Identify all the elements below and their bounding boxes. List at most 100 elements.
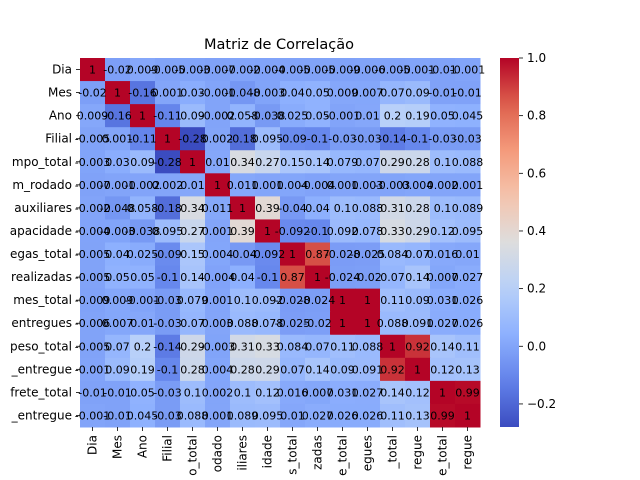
cell-annotation: 0.34 [230,156,255,169]
cell-annotation: 0.009 [327,87,359,100]
heatmap-cell [455,242,481,267]
x-tick-label: e_total [436,435,450,476]
heatmap-cell [305,58,331,82]
cell-annotation: -0.005 [300,64,335,77]
heatmap-cell [330,173,356,197]
cell-annotation: -0.005 [75,340,110,353]
heatmap-cell [280,288,306,313]
heatmap-cell [180,173,206,197]
cell-annotation: -0.005 [75,271,110,284]
cell-annotation: 1 [89,64,96,77]
heatmap-cell [305,127,331,151]
cell-annotation: 0.058 [227,110,259,123]
heatmap-cell [155,265,181,290]
heatmap-cell [205,357,231,382]
cell-annotation: 0.079 [177,294,209,307]
heatmap-cell [380,104,406,128]
cell-annotation: -0.001 [200,87,235,100]
cell-annotation: 0.12 [405,386,430,399]
heatmap-cell [305,242,331,267]
heatmap-cell [330,104,356,128]
heatmap-cell [355,104,381,128]
cell-annotation: 0.095 [252,409,284,422]
cell-annotation: 0.28 [405,202,430,215]
cell-annotation: 0.03 [180,87,205,100]
cell-annotation: -0.18 [228,133,256,146]
cell-annotation: -0.02 [353,271,381,284]
cell-annotation: 0.088 [227,317,259,330]
cell-annotation: 0.14 [305,156,330,169]
cell-annotation: 0.089 [452,202,484,215]
cell-annotation: -0.006 [75,317,110,330]
heatmap-cell [455,380,481,405]
cell-annotation: 0.089 [227,409,259,422]
heatmap-cell [80,81,106,105]
heatmap-cell [405,104,431,128]
cell-annotation: 0.084 [277,340,309,353]
heatmap-cell [205,265,231,290]
colorbar [500,58,519,427]
heatmap-cell [205,380,231,405]
cell-annotation: 0.05 [305,110,330,123]
heatmap-cell [380,380,406,405]
cell-annotation: 0.07 [380,271,405,284]
cell-annotation: 0.088 [352,202,384,215]
heatmap-cell [155,242,181,267]
heatmap-cell [230,173,256,197]
colorbar-tick-label: 0.8 [527,109,546,123]
cell-annotation: -0.001 [125,294,160,307]
x-tick-label: iliares [236,435,250,471]
heatmap-cell [80,380,106,405]
x-tick-label: Ano [136,435,150,458]
heatmap-cell [430,242,456,267]
cell-annotation: 0.07 [405,248,430,261]
cell-annotation: 0.1 [434,156,452,169]
heatmap-annotations: 1 -0.020.009-0.005-0.003-0.007-0.002-0.00… [75,64,485,423]
heatmap-cell [255,81,281,105]
heatmap-cell [330,127,356,151]
cell-annotation: 0.07 [105,340,130,353]
heatmap-cell [130,265,156,290]
cell-annotation: -0.03 [353,133,381,146]
cell-annotation: 0.009 [77,110,109,123]
heatmap-cell [230,288,256,313]
cell-annotation: -0.005 [375,64,410,77]
cell-annotation: -0.048 [100,202,135,215]
cell-annotation: 0.04 [230,271,255,284]
cell-annotation: -0.02 [303,317,331,330]
heatmap-cell [430,265,456,290]
heatmap-cell [80,104,106,128]
heatmap-cell [455,357,481,382]
heatmap-cell [305,311,331,336]
heatmap-cell [405,58,431,82]
heatmap-cell [430,380,456,405]
x-tick-label: regue [411,435,425,470]
cell-annotation: 0.027 [352,386,384,399]
x-tick-label: odado [211,435,225,472]
heatmap-cell [280,334,306,359]
heatmap-cell [155,81,181,105]
y-tick-label: Dia [52,63,72,77]
x-tick-label: s_total [286,435,300,475]
heatmap-cell [230,311,256,336]
heatmap-cell [330,357,356,382]
heatmap-cell [280,104,306,128]
cell-annotation: 0.01 [205,156,230,169]
heatmap-cell [105,104,131,128]
cell-annotation: 0.045 [127,409,159,422]
heatmap-cell [305,357,331,382]
cell-annotation: -0.11 [153,110,181,123]
heatmap-cell [330,403,356,428]
heatmap-cell [455,81,481,105]
cell-annotation: 0.003 [202,317,234,330]
heatmap-cell [430,334,456,359]
cell-annotation: 0.29 [380,156,405,169]
heatmap-cell [380,219,406,243]
heatmap-cell [105,403,131,428]
heatmap-cell [405,219,431,243]
heatmap-cell [405,311,431,336]
cell-annotation: 0.2 [384,110,402,123]
cell-annotation: 0.1 [334,202,352,215]
cell-annotation: 0.05 [130,271,155,284]
cell-annotation: 0.027 [302,409,334,422]
